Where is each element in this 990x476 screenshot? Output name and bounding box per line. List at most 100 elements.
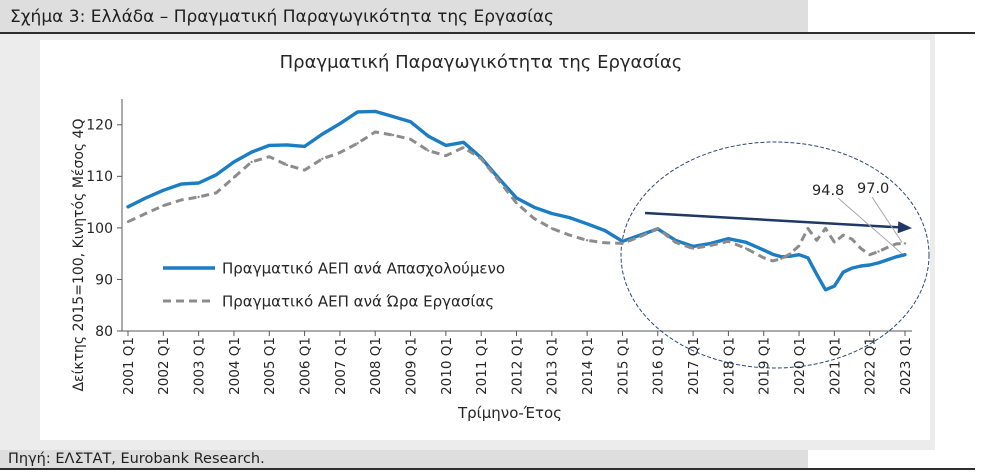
x-tick-label: 2013 Q1 <box>545 337 561 395</box>
source-rule <box>0 468 975 470</box>
data-point <box>656 227 659 230</box>
data-point <box>162 204 165 207</box>
data-point <box>356 142 359 145</box>
y-tick-label: 110 <box>86 169 113 185</box>
data-point <box>850 238 854 241</box>
legend-item: Πραγματικό ΑΕΠ ανά Ώρα Εργασίας <box>163 292 494 310</box>
data-label-text: 97.0 <box>857 181 889 197</box>
x-tick-label: 2017 Q1 <box>686 337 702 395</box>
x-tick-label: 2006 Q1 <box>297 337 313 395</box>
legend-label: Πραγματικό ΑΕΠ ανά Απασχολούμενο <box>222 259 505 277</box>
x-tick-label: 2010 Q1 <box>439 337 455 395</box>
data-label-leader <box>871 196 903 243</box>
data-point <box>568 233 571 237</box>
data-point <box>903 242 907 245</box>
data-point <box>771 259 774 263</box>
data-point <box>762 256 765 259</box>
data-point <box>744 247 748 250</box>
data-point <box>550 212 553 215</box>
data-point <box>550 227 553 230</box>
data-label-text: 94.8 <box>812 183 844 199</box>
x-tick-label: 2022 Q1 <box>863 337 879 395</box>
data-point <box>771 253 774 256</box>
data-point <box>250 160 253 164</box>
source-band <box>0 450 808 468</box>
data-point <box>603 229 606 232</box>
data-point <box>621 242 624 245</box>
x-tick-label: 2008 Q1 <box>368 337 384 395</box>
data-point <box>797 244 801 248</box>
data-label: 94.8 <box>812 183 903 255</box>
data-point <box>409 120 412 123</box>
data-point <box>444 144 448 147</box>
x-tick-label: 2012 Q1 <box>509 337 525 395</box>
data-point <box>806 227 810 230</box>
data-point <box>789 252 792 255</box>
data-point <box>144 212 147 215</box>
data-point <box>144 196 147 200</box>
x-tick-label: 2007 Q1 <box>333 337 349 395</box>
highlight-ellipse <box>620 141 930 369</box>
x-tick-label: 2009 Q1 <box>403 337 419 395</box>
data-point <box>806 256 810 259</box>
x-tick-label: 2005 Q1 <box>262 337 278 395</box>
data-point <box>303 145 306 148</box>
x-tick-label: 2004 Q1 <box>227 337 243 395</box>
data-point <box>709 244 712 247</box>
figure-caption: Σχήμα 3: Ελλάδα – Πραγματική Παραγωγικότ… <box>10 7 555 27</box>
trend-arrow-head <box>897 221 912 234</box>
data-point <box>321 132 324 136</box>
x-tick-label: 2016 Q1 <box>651 337 667 395</box>
plot-background <box>40 40 930 440</box>
data-point <box>215 173 218 176</box>
data-point <box>859 247 863 250</box>
source-note: Πηγή: ΕΛΣΤΑΤ, Eurobank Research. <box>8 451 265 467</box>
data-point <box>533 217 536 220</box>
data-point <box>268 144 271 147</box>
data-point <box>215 191 218 194</box>
data-point <box>462 141 465 144</box>
data-point <box>250 150 253 154</box>
x-tick-label: 2020 Q1 <box>792 337 808 395</box>
data-point <box>638 235 642 238</box>
data-point <box>126 220 130 223</box>
data-point <box>886 246 889 249</box>
data-point <box>391 133 395 137</box>
data-point <box>321 157 324 160</box>
series-line-2 <box>127 130 906 263</box>
y-axis: 80 90 100 110 120 <box>86 99 123 340</box>
y-axis-title: Δείκτης 2015=100, Κινητός Μέσος 4Q <box>71 118 87 391</box>
data-point <box>815 273 818 276</box>
data-point <box>833 284 836 288</box>
data-point <box>497 179 500 182</box>
series-lines <box>126 109 907 292</box>
y-tick-label: 80 <box>95 324 113 340</box>
data-point <box>515 201 518 205</box>
x-tick-label: 2011 Q1 <box>474 337 490 395</box>
data-point <box>727 237 730 240</box>
x-tick-label: 2023 Q1 <box>898 337 914 395</box>
data-point <box>780 257 783 260</box>
data-labels: 94.8 97.0 <box>812 181 903 255</box>
data-point <box>162 189 165 192</box>
data-point <box>268 155 271 158</box>
data-point <box>797 253 801 256</box>
trend-arrow-shaft <box>644 211 899 229</box>
y-tick-label: 90 <box>95 272 113 288</box>
data-point <box>285 163 289 167</box>
x-tick-label: 2019 Q1 <box>757 337 773 395</box>
data-point <box>895 255 898 258</box>
y-tick-label: 100 <box>86 221 113 237</box>
x-tick-label: 2015 Q1 <box>615 337 631 395</box>
legend-label: Πραγματικό ΑΕΠ ανά Ώρα Εργασίας <box>222 292 494 310</box>
x-axis-title: Τρίμηνο-Έτος <box>457 404 562 422</box>
data-point <box>815 239 818 242</box>
data-point <box>895 242 898 246</box>
x-tick-label: 2003 Q1 <box>191 337 207 395</box>
data-point <box>427 134 430 138</box>
data-point <box>197 195 200 199</box>
data-point <box>533 206 536 209</box>
data-point <box>859 264 863 268</box>
data-point <box>824 227 827 230</box>
caption-rule <box>0 32 975 34</box>
